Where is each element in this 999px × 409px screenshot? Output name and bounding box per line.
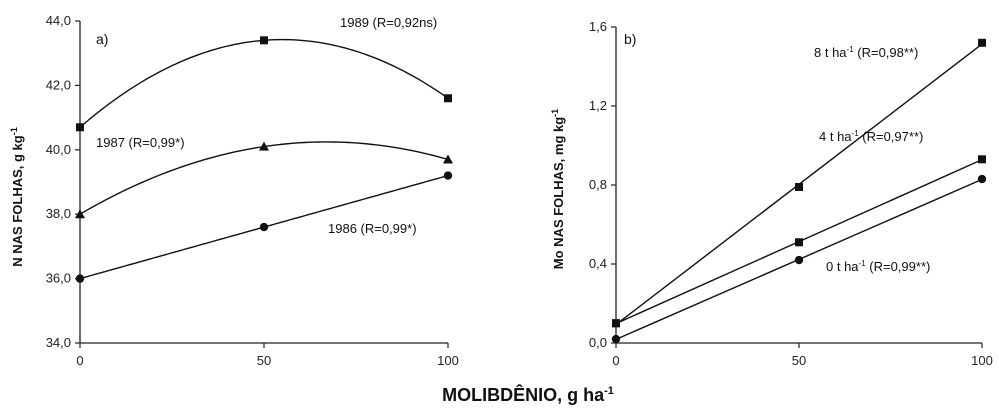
panel-b-series-3-point [794, 255, 804, 265]
panel-a-series-3-point [443, 171, 453, 180]
panel-b: 0,0 0,4 0,8 1,2 1,6 0 50 100 b) Mo NAS FOLHAS, … [550, 19, 993, 368]
panel-a-y-tick-label: 44,0 [46, 13, 71, 28]
panel-a-series-1-point [260, 36, 268, 45]
panel-b-y-axis-title: Mo NAS FOLHAS, mg kg-1 [550, 109, 566, 269]
panel-a-series-2-point [443, 154, 453, 164]
panel-a-x-tick-label: 100 [437, 353, 459, 368]
panel-a-y-tick-label: 42,0 [46, 77, 71, 92]
panel-a-y-tick-label: 40,0 [46, 142, 71, 157]
panel-b-label: b) [624, 31, 636, 47]
panel-b-x-tick-label: 100 [971, 353, 993, 368]
panel-a-label: a) [96, 31, 108, 47]
panel-a-x-tick-label: 50 [257, 353, 271, 368]
panel-b-markers [611, 38, 987, 344]
series-label-4t: 4 t ha-1 (R=0,97**) [819, 129, 923, 144]
panel-b-series-2-point [795, 238, 803, 247]
panel-b-y-tick-label: 0,8 [589, 177, 607, 192]
x-axis-title: MOLIBDÊNIO, g ha-1 [442, 384, 614, 405]
panel-a-series-3-point [75, 274, 85, 283]
panel-b-x-tick-label: 0 [612, 353, 619, 368]
panel-b-y-tick-label: 1,6 [589, 19, 607, 34]
panel-b-series-1-point [978, 38, 986, 47]
panel-a-y-axis-title: N NAS FOLHAS, g kg-1 [9, 127, 25, 266]
panel-a-series-3-point [259, 222, 269, 232]
panel-a-series-2-point [75, 209, 85, 219]
panel-a-series-1-point [444, 94, 452, 103]
panel-a-x-tick-label: 0 [76, 353, 83, 368]
panel-b-series-3-point [611, 334, 621, 344]
panel-a-curves [79, 38, 449, 280]
panel-b-series-2-point [612, 319, 620, 328]
panel-a-series-2-point [259, 141, 269, 151]
series-label-8t: 8 t ha-1 (R=0,98**) [814, 45, 918, 60]
series-label-0t: 0 t ha-1 (R=0,99**) [826, 259, 930, 274]
panel-a-y-tick-label: 34,0 [46, 335, 71, 350]
panel-b-series-3-point [977, 174, 987, 184]
panel-b-y-tick-label: 0,0 [589, 335, 607, 350]
panel-a-series-1-curve [79, 38, 449, 128]
panel-a-y-tick-label: 38,0 [46, 206, 71, 221]
panel-a-markers [75, 36, 453, 283]
panel-b-y-tick-label: 0,4 [589, 256, 607, 271]
panel-b-x-tick-label: 50 [792, 353, 806, 368]
panel-b-axes: 0,0 0,4 0,8 1,2 1,6 0 50 100 [589, 19, 993, 368]
panel-b-series-2-point [978, 155, 986, 164]
panel-b-curves [615, 43, 983, 341]
series-label-1986: 1986 (R=0,99*) [328, 221, 417, 236]
panel-b-series-1-point [795, 182, 803, 191]
series-label-1989: 1989 (R=0,92ns) [340, 15, 437, 30]
panel-b-y-tick-label: 1,2 [589, 98, 607, 113]
panel-a-series-1-point [76, 123, 84, 132]
panel-a-axes: 34,0 36,0 38,0 40,0 42,0 44,0 0 50 100 [46, 13, 459, 368]
series-label-1987: 1987 (R=0,99*) [96, 135, 185, 150]
panel-a: 34,0 36,0 38,0 40,0 42,0 44,0 0 50 100 a) N NAS … [9, 13, 459, 368]
panel-a-y-tick-label: 36,0 [46, 271, 71, 286]
panel-a-series-2-curve [79, 141, 449, 215]
